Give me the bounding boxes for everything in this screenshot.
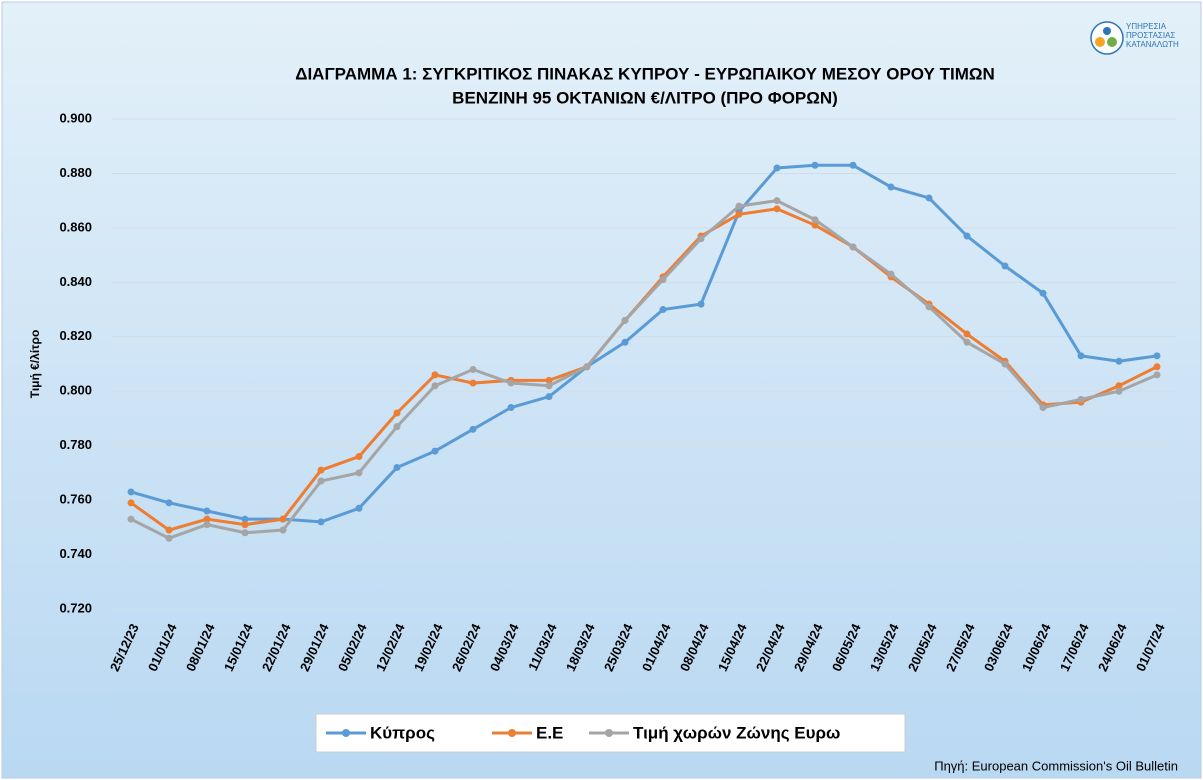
data-point [735,210,743,218]
y-tick-label: 0.840 [59,274,92,289]
data-point [127,499,135,507]
data-point [165,534,173,542]
data-point [659,306,667,314]
data-point [621,338,629,346]
data-point [431,371,439,379]
data-point [811,216,819,224]
chart-title: ΒΕΝΖΙΝΗ 95 ΟΚΤΑΝΙΩΝ €/ΛΙΤΡΟ (ΠΡΟ ΦΟΡΩΝ) [452,88,838,107]
data-point [279,515,287,523]
data-point [849,161,857,169]
data-point [735,202,743,210]
data-point [811,221,819,229]
data-point [583,363,591,371]
data-point [393,463,401,471]
legend-marker [508,729,516,737]
logo-text: ΥΠΗΡΕΣΙΑ [1126,22,1167,31]
data-point [773,205,781,213]
logo-text: ΠΡΟΣΤΑΣΙΑΣ [1126,31,1175,40]
y-tick-label: 0.900 [59,110,92,125]
series-line [130,199,1158,540]
data-point [697,235,705,243]
data-point [1115,357,1123,365]
data-point [317,466,325,474]
data-point [887,270,895,278]
logo-text: ΚΑΤΑΝΑΛΩΤΗ [1126,40,1179,49]
y-tick-label: 0.800 [59,383,92,398]
data-point [963,330,971,338]
y-tick-label: 0.720 [59,600,92,615]
data-point [279,526,287,534]
data-point [355,453,363,461]
data-point [317,518,325,526]
y-tick-label: 0.860 [59,219,92,234]
data-point [1039,404,1047,412]
data-point [697,300,705,308]
y-tick-label: 0.760 [59,492,92,507]
data-point [127,488,135,496]
data-point [165,526,173,534]
data-point [241,515,249,523]
data-point [925,194,933,202]
data-point [355,469,363,477]
legend-marker [342,729,350,737]
data-point [849,243,857,251]
y-tick-label: 0.780 [59,437,92,452]
series-line [130,163,1158,524]
data-point [1115,387,1123,395]
logo: ΥΠΗΡΕΣΙΑ ΠΡΟΣΤΑΣΙΑΣ ΚΑΤΑΝΑΛΩΤΗ [1090,21,1179,55]
data-point [963,232,971,240]
data-point [203,507,211,515]
data-point [241,521,249,529]
data-point [507,379,515,387]
y-tick-label: 0.820 [59,328,92,343]
data-point [545,376,553,384]
data-point [1077,352,1085,360]
data-point [431,382,439,390]
data-point [545,382,553,390]
data-point [1115,382,1123,390]
y-axis-label: Τιμή €/λίτρο [28,330,42,399]
chart-title: ΔΙΑΓΡΑΜΜΑ 1: ΣΥΓΚΡΙΤΙΚΟΣ ΠΙΝΑΚΑΣ ΚΥΠΡΟΥ … [295,64,995,83]
data-point [773,164,781,172]
data-point [773,197,781,205]
data-point [925,303,933,311]
legend-label: Ε.Ε [536,723,563,742]
legend-label: Κύπρος [370,723,435,742]
legend-marker [605,729,613,737]
data-point [393,409,401,417]
data-point [431,447,439,455]
data-point [469,379,477,387]
data-point [811,161,819,169]
data-point [659,276,667,284]
y-tick-label: 0.880 [59,165,92,180]
data-point [621,316,629,324]
data-point [963,338,971,346]
data-point [1153,352,1161,360]
data-point [393,423,401,431]
data-point [317,477,325,485]
data-point [1001,360,1009,368]
data-point [887,183,895,191]
data-point [165,499,173,507]
data-point [203,521,211,529]
data-point [241,529,249,537]
data-point [507,404,515,412]
data-point [203,515,211,523]
y-tick-label: 0.740 [59,546,92,561]
data-point [1039,289,1047,297]
data-point [1153,363,1161,371]
data-point [469,425,477,433]
data-point [355,504,363,512]
source: Πηγή: European Commission's Oil Bulletin [934,758,1178,773]
data-point [1001,262,1009,270]
data-point [545,393,553,401]
data-point [1153,371,1161,379]
data-point [127,515,135,523]
data-point [1077,395,1085,403]
legend-label: Τιμή χωρών Ζώνης Ευρω [633,723,840,742]
data-point [469,365,477,373]
